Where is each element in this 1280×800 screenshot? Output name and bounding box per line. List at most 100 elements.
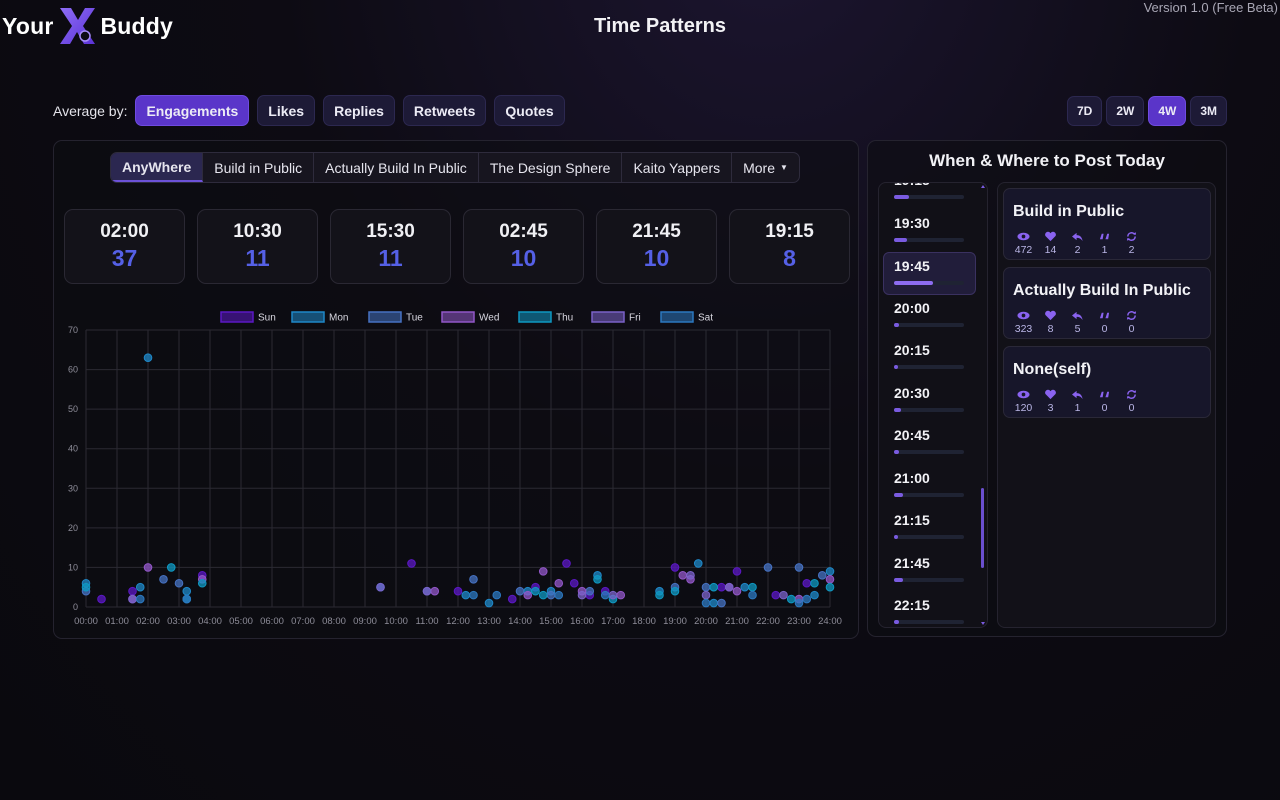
data-point — [732, 586, 742, 596]
views-icon — [1017, 308, 1030, 320]
legend-label: Thu — [556, 313, 573, 324]
time-slot-list[interactable]: 19:15 19:30 19:45 20:00 20:15 20:30 20:45 21:00… — [878, 182, 988, 628]
x-tick-label: 23:00 — [787, 616, 811, 627]
range-4w-button[interactable]: 4W — [1148, 96, 1187, 126]
range-3m-button[interactable]: 3M — [1190, 96, 1227, 126]
slot-time: 19:15 — [765, 221, 814, 242]
app-logo: Your Buddy — [2, 6, 173, 46]
data-point — [197, 578, 207, 588]
data-point — [655, 590, 664, 600]
slot-time: 15:30 — [366, 221, 415, 242]
time-slot-item[interactable]: 22:15 — [879, 592, 987, 627]
time-slot-item[interactable]: 20:45 — [879, 422, 987, 465]
average-replies-button[interactable]: Replies — [323, 95, 395, 126]
quote-icon — [1098, 229, 1111, 241]
data-point — [159, 575, 168, 584]
time-slot-label: 21:45 — [894, 554, 930, 571]
range-2w-button[interactable]: 2W — [1106, 96, 1145, 126]
place-name: Build in Public — [1013, 203, 1125, 220]
stat-value: 8 — [1047, 323, 1054, 335]
time-slot-item[interactable]: 21:00 — [879, 465, 987, 508]
time-slot-item[interactable]: 21:45 — [879, 550, 987, 593]
time-slot-item[interactable]: 21:15 — [879, 507, 987, 550]
y-tick-label: 50 — [68, 404, 78, 414]
data-point — [748, 582, 757, 592]
data-point — [670, 586, 680, 596]
data-point — [554, 578, 564, 588]
data-point — [143, 353, 153, 363]
average-engagements-button[interactable]: Engagements — [135, 95, 250, 126]
time-slot-item[interactable]: 19:15 — [879, 183, 987, 210]
time-slot-bar-fill — [894, 577, 904, 582]
average-likes-button[interactable]: Likes — [257, 95, 316, 126]
x-tick-label: 04:00 — [198, 616, 222, 627]
place-stats: 120 3 1 0 0 — [1010, 387, 1145, 414]
place-card[interactable]: None(self) 120 3 1 0 0 — [1003, 346, 1211, 418]
average-retweets-button[interactable]: Retweets — [402, 95, 487, 126]
top-slots: 02:00 37 10:30 11 15:30 11 02:45 10 21:45 10 … — [64, 209, 850, 284]
time-slot-bar — [894, 492, 964, 497]
time-slot-item[interactable]: 20:00 — [879, 295, 987, 338]
data-point — [376, 582, 385, 592]
range-7d-button[interactable]: 7D — [1066, 96, 1103, 126]
time-slot-item[interactable]: 19:30 — [879, 210, 987, 253]
tab-actually-build-in-public[interactable]: Actually Build In Public — [314, 153, 479, 182]
time-slot-item[interactable]: 20:15 — [879, 337, 987, 380]
tab-design-sphere[interactable]: The Design Sphere — [479, 153, 623, 182]
data-point — [817, 571, 827, 580]
data-point — [763, 563, 773, 572]
tab-build-in-public[interactable]: Build in Public — [203, 153, 315, 182]
stat-retweets: 2 — [1118, 229, 1145, 256]
y-tick-label: 70 — [68, 325, 78, 335]
tab-more-dropdown[interactable]: More ▼ — [732, 153, 799, 182]
time-slot-label: 19:30 — [894, 214, 930, 231]
tab-kaito-yappers[interactable]: Kaito Yappers — [622, 153, 733, 182]
place-card[interactable]: Actually Build In Public 323 8 5 0 0 — [1003, 267, 1211, 339]
x-tick-label: 09:00 — [353, 616, 377, 627]
x-tick-label: 21:00 — [725, 616, 749, 627]
data-point — [81, 582, 91, 592]
average-quotes-button[interactable]: Quotes — [494, 95, 565, 126]
slot-value: 10 — [510, 245, 537, 271]
time-slot-bar — [894, 620, 964, 624]
data-point — [577, 590, 587, 600]
place-card[interactable]: Build in Public 472 14 2 1 2 — [1003, 188, 1211, 260]
time-slot-item[interactable]: 20:30 — [879, 380, 987, 423]
data-point — [701, 598, 711, 608]
top-slot-card: 21:45 10 — [596, 209, 717, 284]
data-point — [678, 571, 688, 580]
data-point — [174, 578, 184, 588]
time-slot-label: 20:45 — [894, 427, 930, 443]
stat-value: 5 — [1074, 323, 1081, 335]
x-tick-label: 11:00 — [415, 616, 438, 627]
x-tick-label: 12:00 — [446, 616, 470, 627]
time-list-scrollbar[interactable] — [981, 488, 984, 568]
stat-views: 323 — [1010, 308, 1037, 335]
tab-anywhere[interactable]: AnyWhere — [111, 153, 204, 182]
community-tabs: AnyWhere Build in Public Actually Build … — [110, 152, 800, 183]
data-point — [531, 586, 540, 596]
data-point — [600, 590, 610, 600]
data-point — [430, 586, 440, 596]
data-point — [616, 590, 626, 600]
data-point — [166, 563, 176, 572]
legend-swatch — [518, 311, 552, 323]
heart-icon — [1044, 229, 1057, 242]
data-point — [546, 590, 556, 600]
data-point — [135, 594, 145, 604]
data-point — [182, 586, 192, 596]
data-point — [97, 594, 106, 604]
views-icon — [1017, 229, 1030, 241]
scroll-down-icon[interactable] — [981, 622, 985, 625]
stat-value: 120 — [1014, 402, 1033, 414]
x-tick-label: 06:00 — [260, 616, 284, 627]
time-patterns-panel: AnyWhere Build in Public Actually Build … — [53, 140, 859, 639]
legend-label: Wed — [479, 313, 499, 324]
reply-icon — [1071, 229, 1084, 242]
time-slot-item[interactable]: 19:45 — [883, 252, 976, 295]
y-tick-label: 0 — [73, 602, 78, 612]
post-today-title: When & Where to Post Today — [929, 151, 1165, 170]
stat-value: 0 — [1101, 323, 1108, 335]
data-point — [794, 598, 804, 608]
scroll-up-icon[interactable] — [981, 185, 985, 188]
